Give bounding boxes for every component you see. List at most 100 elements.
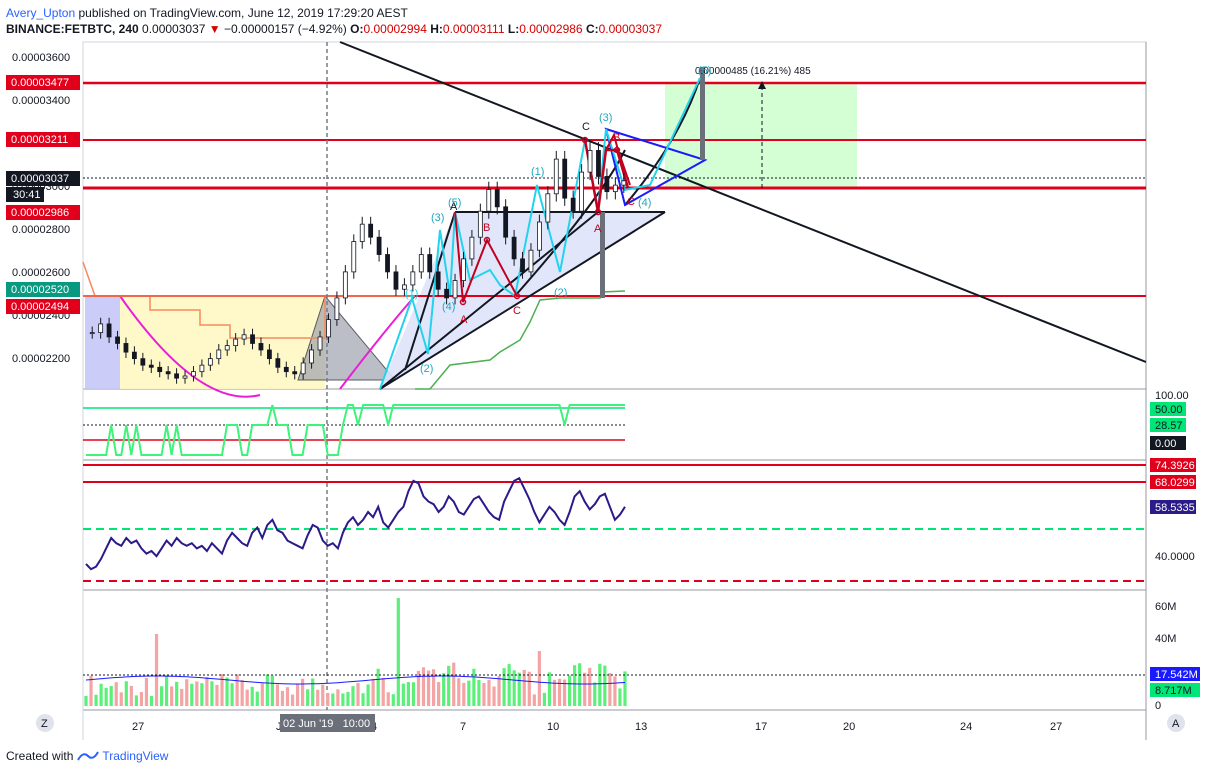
candle: [579, 171, 584, 212]
zoom-button-left-label: Z: [41, 718, 48, 730]
wave-label: A: [594, 223, 602, 235]
volume-bar: [321, 684, 325, 706]
descending-trendline: [339, 41, 1147, 363]
symbol-name[interactable]: BINANCE:FETBTC, 240: [6, 22, 139, 36]
candle: [334, 297, 340, 321]
volume-bar: [99, 683, 103, 706]
volume-bar: [109, 686, 113, 706]
yellow-base-region: [120, 296, 325, 389]
candle: [342, 271, 348, 299]
volume-bar: [346, 691, 350, 706]
volume-bar: [618, 688, 622, 706]
rsi-pane[interactable]: 74.3926 68.0299 58.5335 40.0000: [83, 458, 1196, 582]
candle: [283, 366, 289, 373]
wave-label: (5): [698, 65, 711, 77]
candle: [435, 271, 441, 290]
volume-bar: [557, 678, 562, 706]
volume-bar: [512, 670, 516, 706]
volume-bar: [623, 671, 627, 706]
author-link[interactable]: Avery_Upton: [6, 6, 76, 20]
volume-bar: [482, 683, 486, 706]
rsi-label-680299: 68.0299: [1155, 477, 1195, 489]
auto-scale-button[interactable]: A: [1167, 714, 1185, 732]
volume-bar: [316, 689, 320, 706]
candle: [452, 280, 458, 299]
candle: [123, 343, 129, 353]
stoch-pane[interactable]: 100.00 50.00 28.57 0.00: [83, 390, 1189, 456]
last-price: 0.00003037: [142, 22, 206, 36]
volume-pane[interactable]: 60M 40M 0 17.542M 8.717M: [83, 598, 1200, 712]
volume-bar: [366, 684, 370, 706]
volume-bar: [195, 681, 199, 706]
time-tick: 17: [755, 721, 767, 733]
blue-triangle: [604, 127, 708, 207]
volume-bar: [552, 679, 557, 706]
candle: [444, 288, 449, 299]
stoch-label-0: 0.00: [1155, 438, 1176, 450]
tradingview-link[interactable]: TradingView: [77, 749, 168, 763]
volume-bar: [149, 695, 154, 706]
volume-bar: [311, 678, 315, 706]
candle: [494, 189, 500, 208]
candle: [300, 362, 306, 375]
volume-bar: [164, 675, 169, 706]
stoch-label-2857: 28.57: [1155, 420, 1183, 432]
wave-label: A: [450, 201, 458, 213]
volume-bar: [139, 692, 144, 706]
candle: [140, 358, 146, 366]
volume-bar: [336, 689, 340, 706]
candle: [115, 336, 120, 344]
volume-bar: [598, 663, 602, 706]
blue-base-region: [85, 296, 120, 389]
volume-bar: [159, 686, 164, 706]
price-label-03211: 0.00003211: [11, 134, 68, 146]
zoom-button-left[interactable]: Z: [36, 714, 54, 732]
volume-bar: [502, 668, 506, 706]
time-axis[interactable]: 27 Jun 4 7 10 13 17 20 24 27 02 Jun '19 …: [132, 714, 1062, 733]
red-wave-abc-1: [454, 211, 518, 303]
candle: [587, 150, 593, 173]
volume-bar: [547, 672, 552, 706]
candle: [174, 373, 179, 379]
volume-bar: [129, 685, 133, 706]
candle: [207, 358, 213, 366]
candle: [250, 334, 255, 344]
wave-label: (3): [599, 112, 612, 124]
volume-bar: [381, 677, 385, 706]
stoch-line: [86, 404, 625, 456]
wave-nodes: [459, 136, 621, 306]
volume-bar: [386, 692, 390, 706]
volume-bar: [522, 669, 526, 706]
volume-bar: [190, 683, 194, 706]
volume-bar: [306, 689, 310, 706]
volume-bar: [613, 676, 617, 706]
volume-bar: [260, 683, 264, 706]
candle: [359, 223, 365, 242]
price-pane[interactable]: 0.00000485 (16.21%) 485 (1) (2) (3) (4) …: [6, 41, 1147, 710]
volume-bar: [492, 686, 496, 706]
tradingview-brand: TradingView: [102, 749, 169, 763]
volume-bar: [230, 683, 234, 706]
wave-label: B: [483, 222, 490, 234]
candle: [275, 358, 281, 368]
candle: [309, 349, 314, 364]
time-tick: 13: [635, 721, 647, 733]
stoch-label-50: 50.00: [1155, 404, 1183, 416]
volume-bar: [452, 662, 456, 706]
volume-bar: [532, 694, 536, 706]
wave-label: (1): [405, 288, 418, 300]
cyan-wave: [379, 77, 701, 390]
price-tick: 0.00003600: [12, 52, 70, 64]
candle: [267, 349, 272, 360]
low-label: L:: [507, 22, 520, 36]
red-wave-abc-3: [605, 132, 631, 186]
volume-bar: [411, 682, 416, 706]
volume-bar: [416, 670, 421, 706]
volume-bar: [457, 678, 461, 706]
volume-bar: [391, 694, 395, 706]
candle: [511, 236, 517, 260]
volume-bar: [124, 681, 128, 706]
wave-label: C: [627, 196, 635, 208]
volume-bar: [89, 675, 93, 706]
